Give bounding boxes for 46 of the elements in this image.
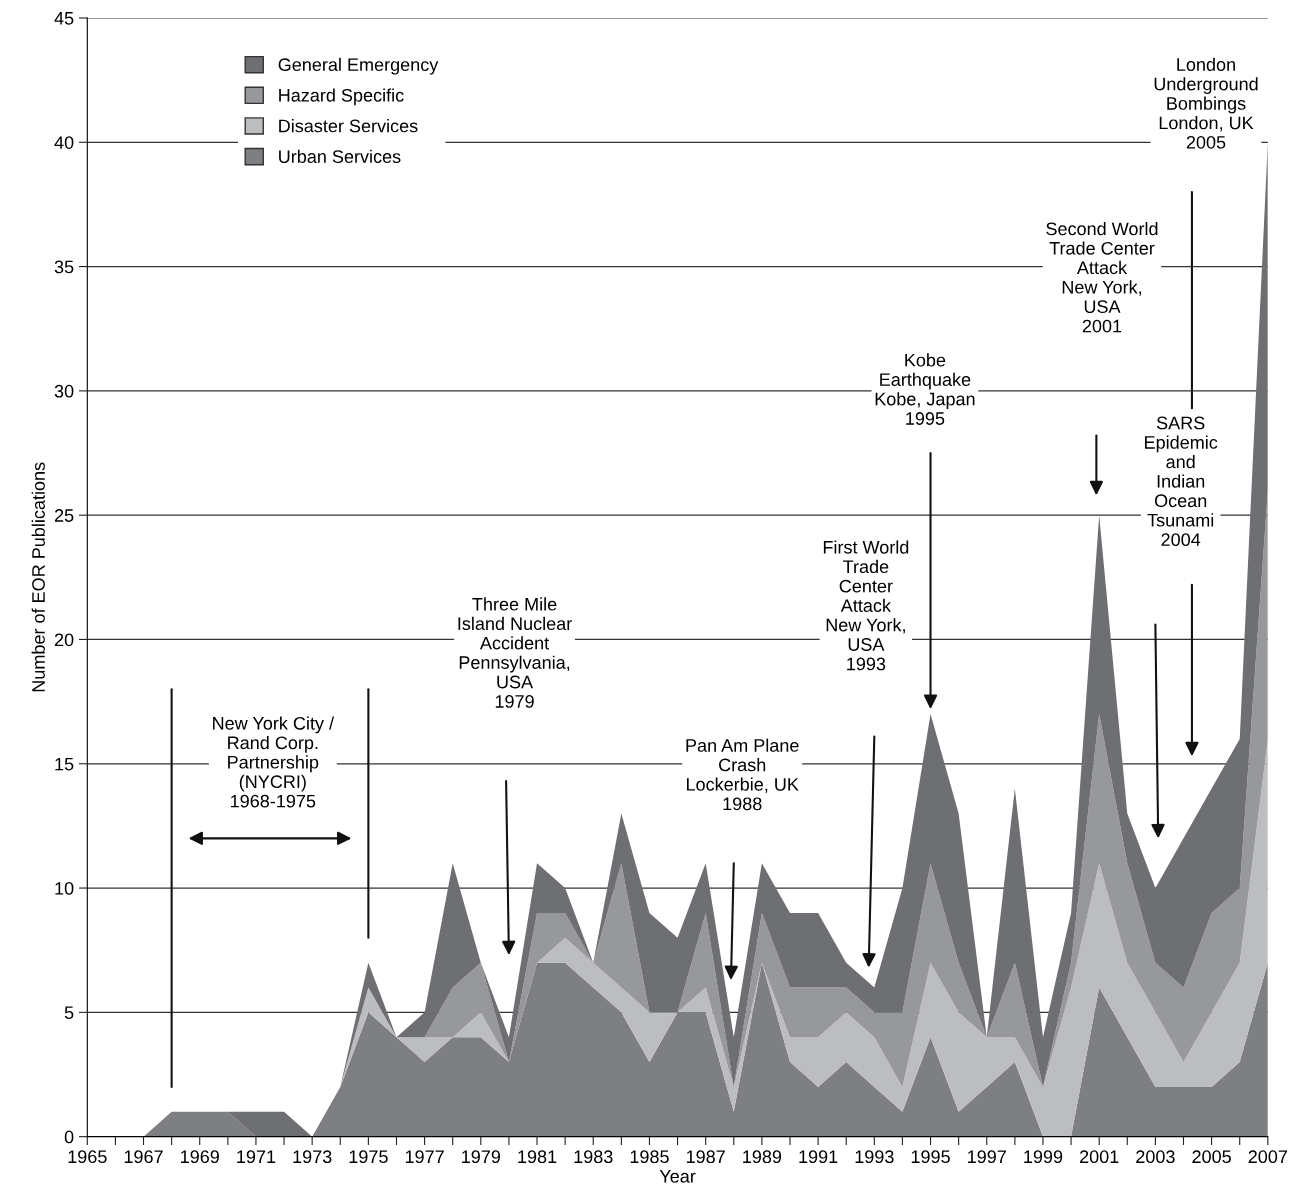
x-tick-label: 1977	[405, 1150, 444, 1164]
x-tick-label: 2003	[1136, 1150, 1175, 1164]
x-tick-label: 1969	[181, 1150, 219, 1164]
x-tick-label: 1987	[686, 1150, 725, 1164]
legend-label: General Emergency	[278, 57, 439, 75]
x-tick-label: 2007	[1248, 1150, 1287, 1164]
x-tick-label: 1981	[518, 1150, 557, 1164]
x-tick-label: 1989	[743, 1150, 782, 1164]
x-tick-label: 1995	[911, 1150, 950, 1164]
x-tick-label: 1983	[574, 1150, 613, 1164]
annotation: London Underground Bombings London, UK 2005	[1154, 57, 1258, 149]
annotation: New York City / Rand Corp. Partnership (NYCRI) 1968-1975	[213, 716, 335, 808]
annotation: Pan Am Plane Crash Lockerbie, UK 1988	[686, 738, 799, 811]
x-tick-label: 1965	[68, 1150, 107, 1164]
legend-label: Urban Services	[279, 149, 401, 163]
x-tick-label: 1997	[968, 1150, 1006, 1164]
y-tick-label: 45	[54, 12, 74, 25]
x-tick-label: 1991	[799, 1150, 838, 1164]
x-tick-label: 1975	[349, 1150, 388, 1164]
x-tick-label: 2001	[1080, 1150, 1119, 1164]
x-tick-label: 1985	[630, 1150, 669, 1164]
x-tick-label: 2005	[1192, 1150, 1231, 1164]
legend-label: Disaster Services	[279, 119, 418, 133]
x-tick-label: 1999	[1024, 1150, 1063, 1164]
y-tick-label: 10	[55, 881, 74, 895]
annotation: First World Trade Center Attack New York, USA 1993	[823, 540, 909, 671]
y-tick-label: 30	[54, 384, 74, 398]
y-tick-label: 0	[64, 1130, 74, 1144]
y-tick-label: 15	[55, 757, 74, 771]
annotation: SARS Epidemic and Indian Ocean Tsunami 2004	[1145, 416, 1218, 547]
y-tick-label: 20	[54, 633, 74, 647]
y-tick-label: 40	[54, 136, 74, 149]
x-axis-title: Year	[659, 1170, 696, 1183]
annotation: Kobe Earthquake Kobe, Japan 1995	[875, 353, 975, 425]
x-tick-label: 1971	[237, 1150, 276, 1164]
y-tick-label: 35	[54, 260, 74, 274]
x-tick-label: 1967	[124, 1150, 163, 1164]
legend-label: Hazard Specific	[279, 88, 404, 106]
y-tick-label: 5	[64, 1006, 74, 1020]
y-axis-title: Number of EOR Publications	[31, 462, 45, 692]
annotation: Second World Trade Center Attack New York, USA 2001	[1046, 221, 1158, 333]
x-tick-label: 1979	[462, 1150, 501, 1164]
x-tick-label: 1993	[855, 1150, 894, 1164]
y-tick-label: 25	[54, 509, 74, 522]
annotation: Three Mile Island Nuclear Accident Pennsylvania, USA 1979	[458, 597, 572, 708]
x-tick-label: 1973	[293, 1150, 332, 1164]
